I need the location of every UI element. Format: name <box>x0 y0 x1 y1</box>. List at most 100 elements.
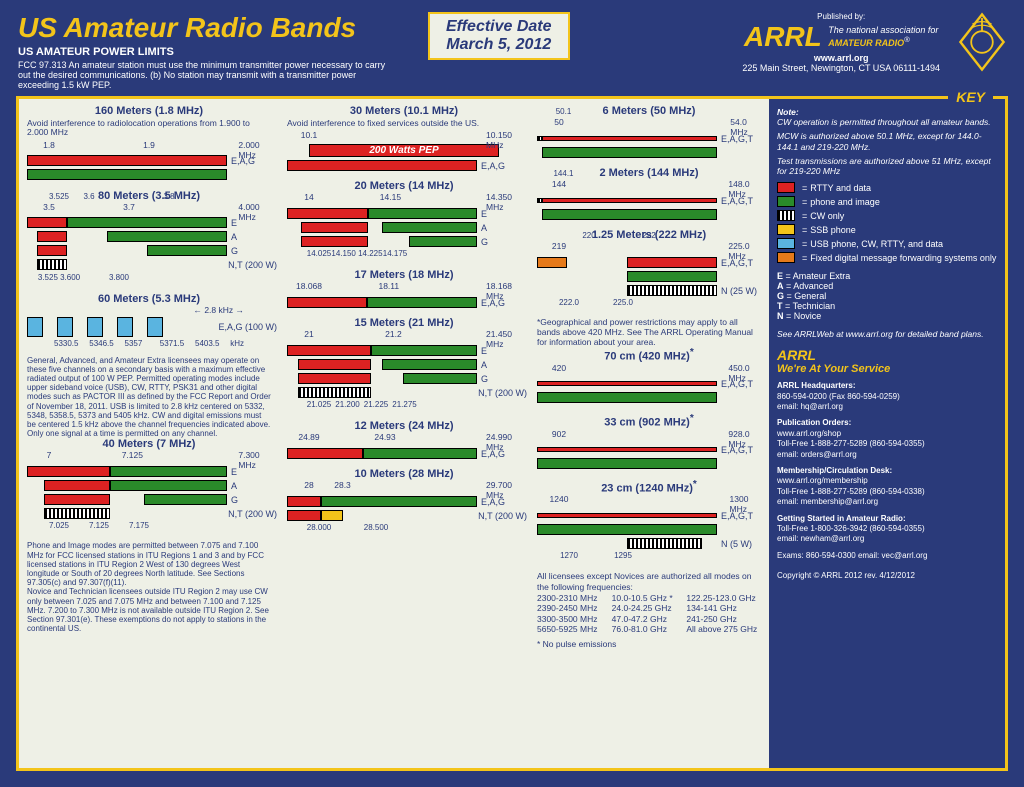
segment <box>287 208 368 219</box>
segment <box>287 297 367 308</box>
segment <box>27 466 110 477</box>
segment <box>542 136 718 141</box>
arrl-tagline: The national association for AMATEUR RAD… <box>828 25 938 48</box>
column-3: 6 Meters (50 MHz)5054.0 MHz50.1E,A,G,T 2 … <box>529 99 769 768</box>
band-70cm420MHz: 70 cm (420 MHz)*420450.0 MHzE,A,G,T <box>537 347 761 405</box>
contact-block: Getting Started in Amateur Radio:Toll-Fr… <box>777 514 997 545</box>
band-15Meters21MHz: 15 Meters (21 MHz)2121.221.450 MHzEAGN,T… <box>287 317 521 412</box>
segment <box>107 231 227 242</box>
key-item: =phone and image <box>777 196 997 207</box>
band-160Meters18MHz: 160 Meters (1.8 MHz)Avoid interference t… <box>27 105 271 182</box>
contact-block: Membership/Circulation Desk:www.arrl.org… <box>777 466 997 508</box>
segment <box>287 345 371 356</box>
arrl-logo-text: ARRL <box>744 21 822 53</box>
segment <box>298 373 372 384</box>
note-geo: *Geographical and power restrictions may… <box>537 318 761 347</box>
eff-date: March 5, 2012 <box>446 36 552 54</box>
segment <box>287 496 321 507</box>
segment <box>144 494 227 505</box>
copyright: Copyright © ARRL 2012 rev. 4/12/2012 <box>777 571 997 581</box>
fcc-note: FCC 97.313 An amateur station must use t… <box>18 60 398 90</box>
segment <box>44 508 111 519</box>
segment <box>287 160 477 171</box>
segment <box>110 480 227 491</box>
band-30Meters101MHz: 30 Meters (10.1 MHz)Avoid interference t… <box>287 105 521 172</box>
key-item: =CW only <box>777 210 997 221</box>
eff-label: Effective Date <box>446 18 552 36</box>
key-sidebar: KEY Note: CW operation is permitted thro… <box>769 99 1005 768</box>
header: US Amateur Radio Bands US AMATEUR POWER … <box>8 8 1016 96</box>
segment <box>287 448 363 459</box>
class-legend: A = Advanced <box>777 281 997 291</box>
see-arrlweb: See ARRLWeb at www.arrl.org for detailed… <box>777 329 997 339</box>
segment <box>37 231 67 242</box>
segment <box>537 458 717 469</box>
effective-date-box: Effective Date March 5, 2012 <box>428 12 570 60</box>
page-title: US Amateur Radio Bands <box>18 12 418 44</box>
segment <box>627 257 717 268</box>
freq-table: All licensees except Novices are authori… <box>537 571 761 649</box>
contact-block: Publication Orders:www.arrl.org/shopToll… <box>777 418 997 460</box>
key-item: =RTTY and data <box>777 182 997 193</box>
segment <box>542 198 718 203</box>
segment <box>382 222 477 233</box>
content-area: 160 Meters (1.8 MHz)Avoid interference t… <box>16 96 1008 771</box>
band-23cm1240MHz: 23 cm (1240 MHz)*12401300 MHzE,A,G,TN (5… <box>537 479 761 564</box>
band-125Meters222MHz: 1.25 Meters (222 MHz)219225.0 MHz220222E… <box>537 229 761 310</box>
band-6Meters50MHz: 6 Meters (50 MHz)5054.0 MHz50.1E,A,G,T <box>537 105 761 159</box>
key-notes: Note: CW operation is permitted througho… <box>777 107 997 176</box>
segment <box>301 236 369 247</box>
segment <box>403 373 477 384</box>
key-item: =USB phone, CW, RTTY, and data <box>777 238 997 249</box>
segment <box>371 345 477 356</box>
segment <box>321 496 477 507</box>
segment <box>37 259 67 270</box>
segment <box>27 155 227 166</box>
segment <box>298 387 372 398</box>
segment <box>363 448 477 459</box>
segment <box>27 169 227 180</box>
note-60m: General, Advanced, and Amateur Extra lic… <box>27 356 271 439</box>
subtitle: US AMATEUR POWER LIMITS <box>18 46 418 58</box>
segment <box>27 217 67 228</box>
column-2: 30 Meters (10.1 MHz)Avoid interference t… <box>279 99 529 768</box>
band-40Meters7MHz: 40 Meters (7 MHz)77.1257.300 MHzEAGN,T (… <box>27 438 271 533</box>
segment <box>147 245 227 256</box>
class-legend: T = Technician <box>777 301 997 311</box>
segment <box>542 147 718 158</box>
segment <box>110 466 227 477</box>
band-10Meters28MHz: 10 Meters (28 MHz)2828.329.700 MHzE,A,GN… <box>287 468 521 535</box>
arrl-address: 225 Main Street, Newington, CT USA 06111… <box>742 63 940 73</box>
segment <box>67 217 227 228</box>
segment <box>409 236 477 247</box>
segment <box>367 297 477 308</box>
segment <box>627 538 702 549</box>
segment <box>382 359 477 370</box>
column-1: 160 Meters (1.8 MHz)Avoid interference t… <box>19 99 279 768</box>
band-2Meters144MHz: 2 Meters (144 MHz)144148.0 MHz144.1E,A,G… <box>537 167 761 221</box>
segment <box>321 510 343 521</box>
band-80Meters35MHz: 80 Meters (3.5 MHz)3.53.74.000 MHz3.63.8… <box>27 190 271 285</box>
class-legend: G = General <box>777 291 997 301</box>
exams-line: Exams: 860-594-0300 email: vec@arrl.org <box>777 551 997 561</box>
segment <box>542 209 718 220</box>
class-legend: N = Novice <box>777 311 997 321</box>
service-sub: We're At Your Service <box>777 363 997 375</box>
segment <box>627 271 717 282</box>
key-item: =Fixed digital message forwarding system… <box>777 252 997 263</box>
segment <box>537 392 717 403</box>
published-by: Published by: <box>742 12 940 21</box>
segment <box>44 480 111 491</box>
segment <box>537 524 717 535</box>
segment <box>301 222 369 233</box>
arrl-diamond-icon <box>958 12 1006 72</box>
class-legend: E = Amateur Extra <box>777 271 997 281</box>
publisher-block: Published by: ARRL The national associat… <box>742 12 940 73</box>
segment <box>537 513 717 518</box>
page: US Amateur Radio Bands US AMATEUR POWER … <box>8 8 1016 779</box>
segment <box>37 245 67 256</box>
key-title: KEY <box>948 89 993 105</box>
segment <box>537 257 567 268</box>
segment <box>287 510 321 521</box>
segment <box>537 381 717 386</box>
